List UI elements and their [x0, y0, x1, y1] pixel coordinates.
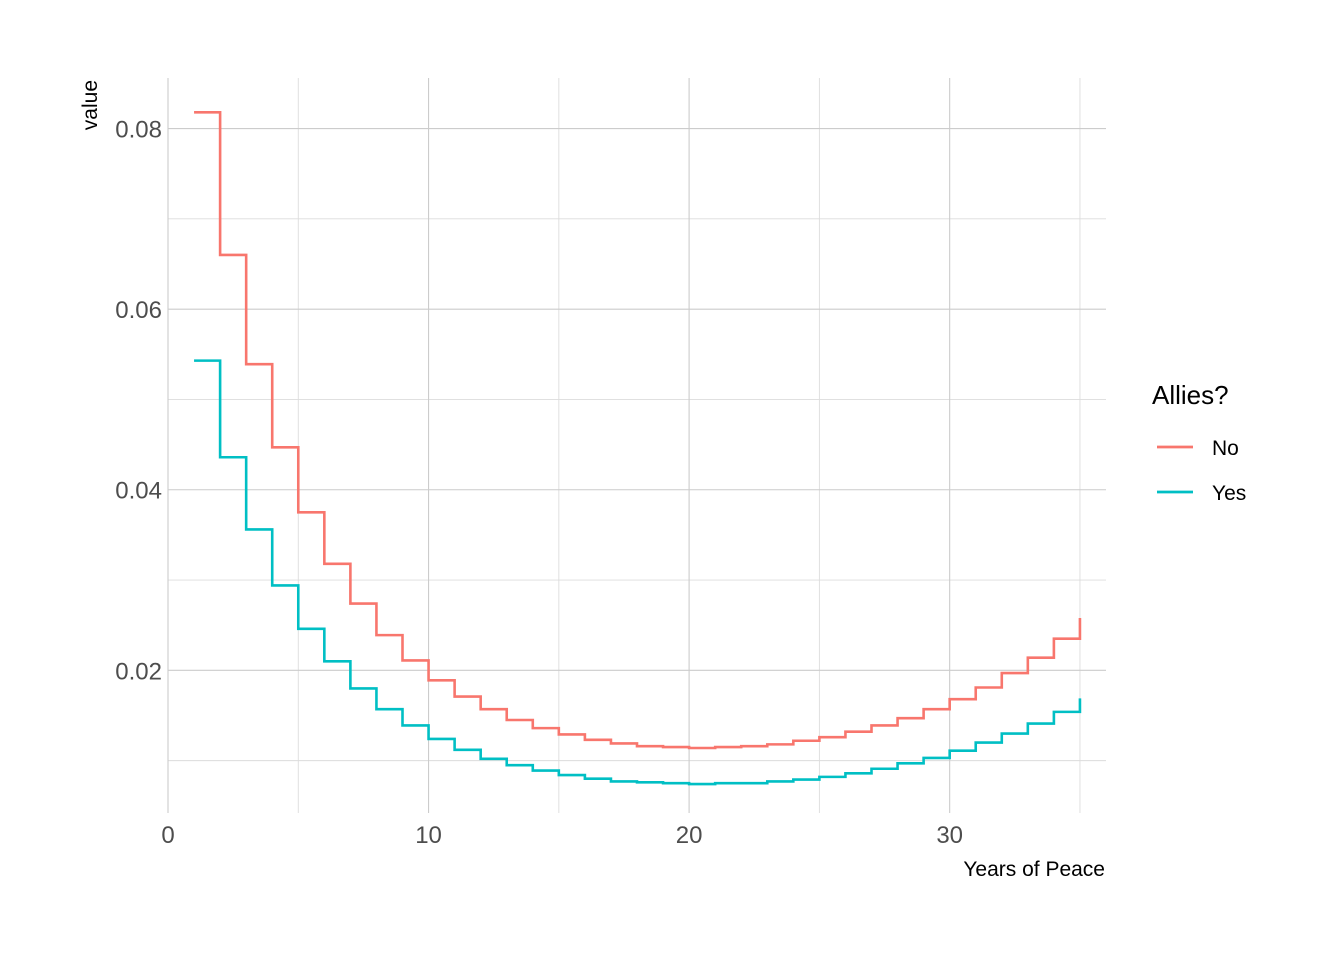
y-tick-label-3: 0.08 — [115, 117, 162, 144]
series-layer — [194, 111, 1082, 786]
minor-gridlines — [168, 78, 1106, 813]
legend-label-yes: Yes — [1212, 482, 1246, 505]
y-tick-label-0: 0.02 — [115, 658, 162, 685]
y-tick-label-2: 0.06 — [115, 297, 162, 324]
legend-title: Allies? — [1152, 380, 1229, 410]
y-axis-ticks: 0.02 0.04 0.06 0.08 — [115, 117, 162, 686]
major-gridlines — [167, 78, 1106, 813]
series-line-yes — [194, 359, 1082, 786]
x-tick-label-2: 20 — [676, 822, 703, 849]
x-tick-label-3: 30 — [936, 822, 963, 849]
x-axis-ticks: 0 10 20 30 — [161, 822, 963, 849]
y-tick-label-1: 0.04 — [115, 478, 162, 505]
legend-label-no: No — [1212, 437, 1239, 460]
y-axis-title: value — [79, 80, 102, 130]
x-tick-label-0: 0 — [161, 822, 174, 849]
series-line-no — [194, 111, 1082, 750]
legend: Allies? No Yes — [1152, 380, 1246, 505]
x-tick-label-1: 10 — [415, 822, 442, 849]
x-axis-title: Years of Peace — [963, 858, 1105, 881]
